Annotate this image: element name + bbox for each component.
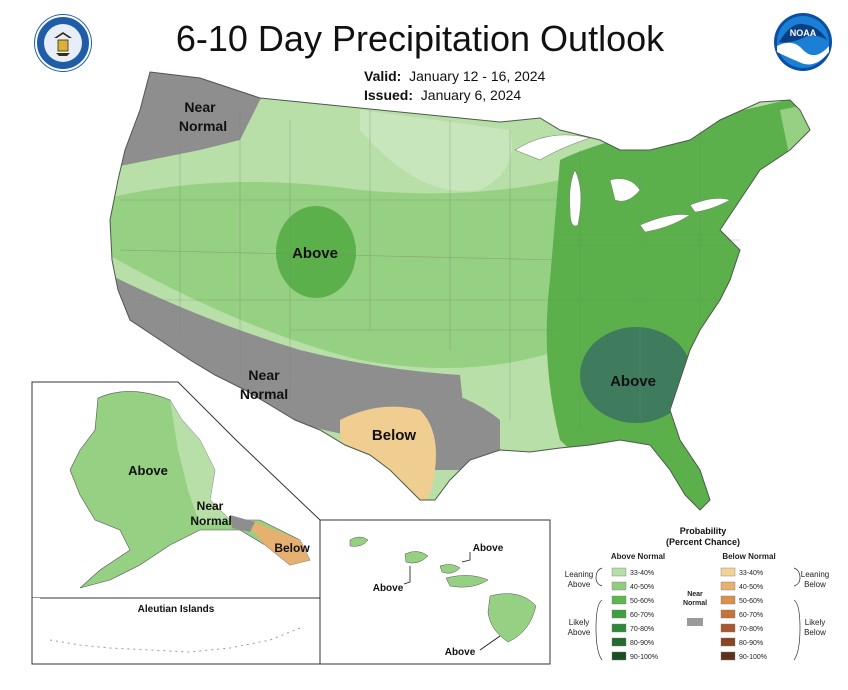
legend-likely-above-1: Likely [569, 618, 589, 627]
issued-line: Issued: January 6, 2024 [364, 87, 521, 103]
alaska-inset: Above Near Normal Below Aleutian Islands [31, 381, 321, 665]
legend-above-swatch-5 [611, 637, 627, 647]
legend-above-swatch-0 [611, 567, 627, 577]
legend-below-range-4: 70-80% [739, 626, 763, 633]
legend-likely-below-1: Likely [805, 618, 825, 627]
legend-below-header: Below Normal [722, 552, 775, 561]
label-near-normal-sw-2: Normal [240, 386, 288, 402]
legend: Probability (Percent Chance) Above Norma… [565, 526, 829, 661]
noaa-label: NOAA [790, 28, 817, 38]
legend-below-swatch-3 [720, 609, 736, 619]
label-alaska-near-normal-2: Normal [190, 514, 231, 528]
label-below-texas: Below [372, 427, 417, 444]
legend-below-swatch-2 [720, 595, 736, 605]
legend-near-normal-swatch [687, 618, 703, 626]
legend-below-swatch-0 [720, 567, 736, 577]
state-lines [119, 110, 740, 430]
legend-above-swatch-4 [611, 623, 627, 633]
legend-below-swatch-5 [720, 637, 736, 647]
legend-below-range-2: 50-60% [739, 598, 763, 605]
commerce-seal-icon [34, 14, 92, 72]
label-near-normal-nw-1: Near [184, 99, 216, 115]
commerce-seal-graphic [35, 15, 91, 71]
legend-near-normal-1: Near [687, 591, 703, 598]
issued-value: January 6, 2024 [420, 87, 522, 103]
legend-leaning-below-1: Leaning [801, 570, 829, 579]
great-lakes [514, 134, 731, 233]
hawaii-inset: Above Above Above [319, 519, 551, 665]
legend-above-range-3: 60-70% [630, 612, 654, 619]
us-outline [109, 71, 811, 511]
label-above-southeast: Above [610, 373, 656, 390]
page-title: 6-10 Day Precipitation Outlook [175, 18, 665, 59]
legend-above-range-4: 70-80% [630, 626, 654, 633]
legend-below-swatches: 33-40% 40-50% 50-60% 60-70% 70-80% 80-90% 90-1… [720, 567, 767, 661]
legend-leaning-above-1: Leaning [565, 570, 593, 579]
legend-leaning-above-2: Above [568, 580, 591, 589]
label-hawaii-above-2: Above [373, 583, 404, 594]
legend-below-swatch-4 [720, 623, 736, 633]
legend-above-range-1: 40-50% [630, 584, 654, 591]
legend-above-swatch-1 [611, 581, 627, 591]
legend-below-swatch-1 [720, 581, 736, 591]
label-above-rockies: Above [292, 245, 338, 262]
legend-above-swatch-6 [611, 651, 627, 661]
legend-above-swatch-3 [611, 609, 627, 619]
legend-leaning-below-2: Below [804, 580, 826, 589]
label-hawaii-above-1: Above [473, 543, 504, 554]
valid-line: Valid: January 12 - 16, 2024 [364, 68, 545, 84]
valid-value: January 12 - 16, 2024 [409, 68, 546, 84]
legend-above-range-0: 33-40% [630, 570, 654, 577]
legend-above-range-5: 80-90% [630, 640, 654, 647]
label-alaska-near-normal-1: Near [197, 499, 224, 513]
legend-likely-below-2: Below [804, 628, 826, 637]
legend-near-normal-2: Normal [683, 600, 707, 607]
label-near-normal-nw-2: Normal [179, 118, 227, 134]
label-near-normal-sw-1: Near [248, 367, 280, 383]
noaa-graphic: NOAA [774, 13, 832, 71]
label-hawaii-above-3: Above [445, 647, 476, 658]
legend-above-range-2: 50-60% [630, 598, 654, 605]
legend-below-range-6: 90-100% [739, 654, 767, 661]
legend-above-swatch-2 [611, 595, 627, 605]
valid-label: Valid: [364, 68, 402, 84]
noaa-icon: NOAA [773, 12, 833, 72]
legend-likely-above-2: Above [568, 628, 591, 637]
legend-below-range-0: 33-40% [739, 570, 763, 577]
legend-title-2: (Percent Chance) [666, 537, 740, 547]
legend-title-1: Probability [680, 526, 727, 536]
legend-below-swatch-6 [720, 651, 736, 661]
issued-label: Issued: [364, 87, 414, 103]
legend-below-range-3: 60-70% [739, 612, 763, 619]
legend-above-range-6: 90-100% [630, 654, 658, 661]
label-aleutian: Aleutian Islands [138, 604, 215, 615]
legend-above-swatches: 33-40% 40-50% 50-60% 60-70% 70-80% 80-90% 90-1… [611, 567, 658, 661]
label-alaska-above: Above [128, 463, 168, 478]
legend-above-header: Above Normal [611, 552, 665, 561]
legend-below-range-5: 80-90% [739, 640, 763, 647]
label-alaska-below: Below [274, 541, 310, 555]
legend-below-range-1: 40-50% [739, 584, 763, 591]
